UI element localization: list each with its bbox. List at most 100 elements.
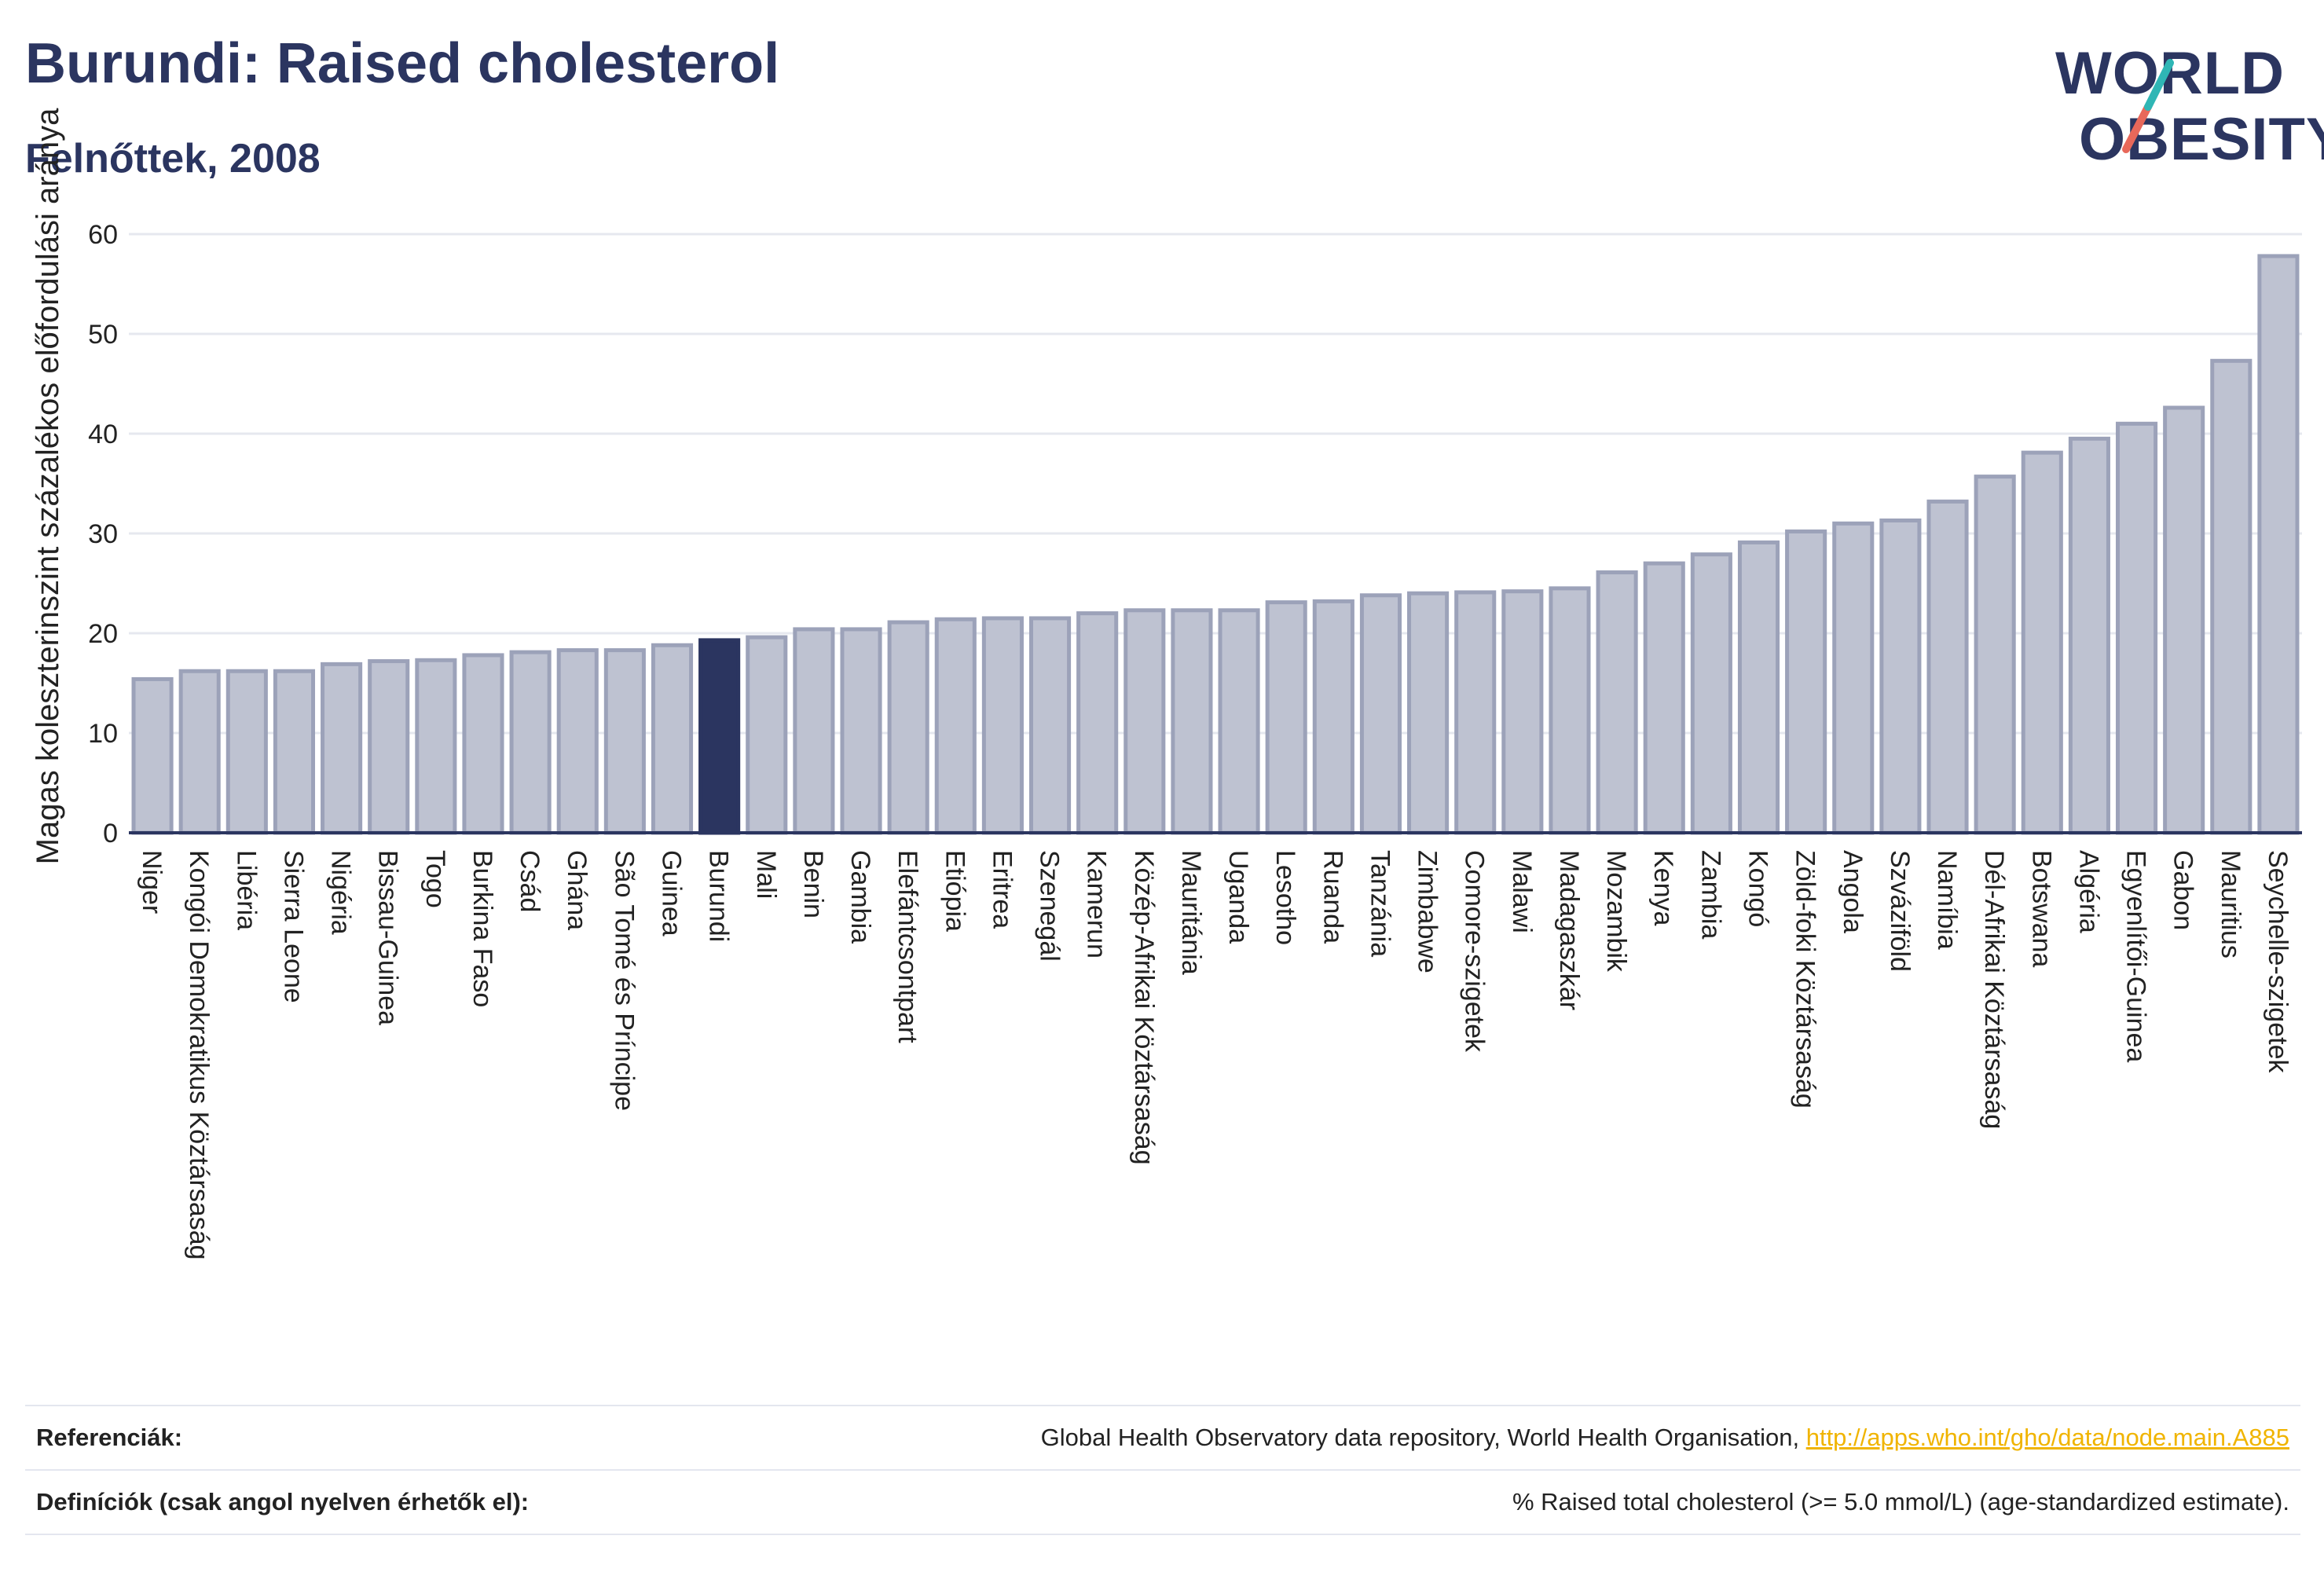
y-tick-label: 10	[88, 719, 118, 749]
x-tick-label: Mauritánia	[1176, 850, 1206, 975]
y-tick-label: 0	[103, 819, 118, 848]
definitions-label: Definíciók (csak angol nyelven érhetők e…	[36, 1488, 530, 1516]
x-tick-label: Angola	[1838, 850, 1868, 933]
x-tick-label: Mauritius	[2216, 850, 2245, 958]
x-tick-label: Csád	[515, 850, 544, 912]
x-tick-label: Ruanda	[1318, 850, 1347, 944]
y-axis-label: Magas koleszterinszint százalékos előfor…	[31, 108, 65, 864]
x-tick-label: Namíbia	[1932, 850, 1962, 950]
x-tick-label: Mali	[751, 850, 781, 899]
bar	[1218, 608, 1260, 835]
bar	[415, 658, 457, 835]
logo-line-2: OBESITY	[2079, 106, 2324, 173]
references-value: Global Health Observatory data repositor…	[1041, 1424, 2300, 1452]
definitions-value: % Raised total cholesterol (>= 5.0 mmol/…	[1512, 1488, 2289, 1516]
x-tick-label: Togo	[420, 850, 450, 908]
x-tick-label: Etiópia	[940, 850, 970, 932]
bar	[1596, 570, 1638, 835]
y-tick-label: 50	[88, 320, 118, 350]
bar	[1454, 590, 1497, 835]
bar	[934, 617, 977, 835]
x-tick-label: Nigéria	[326, 850, 356, 935]
x-tick-label: Ghána	[562, 850, 592, 930]
bar	[1832, 521, 1875, 835]
x-tick-label: Comore-szigetek	[1460, 850, 1490, 1053]
x-tick-label: Burkina Faso	[467, 850, 497, 1007]
chart-title: Burundi: Raised cholesterol	[25, 32, 780, 95]
world-obesity-logo: WORLD OBESITY	[2043, 31, 2324, 173]
x-tick-label: Madagaszkár	[1554, 850, 1584, 1010]
bar	[2257, 254, 2300, 835]
y-tick-label: 40	[88, 420, 118, 449]
y-tick-label: 20	[88, 619, 118, 649]
x-tick-label: Kamerun	[1082, 850, 1112, 958]
bar	[1737, 540, 1780, 835]
bar	[1926, 499, 1969, 835]
bar	[2163, 405, 2205, 835]
references-text: Global Health Observatory data repositor…	[1040, 1424, 1806, 1451]
logo-slash-icon	[2122, 59, 2174, 153]
x-tick-label: Dél-Afrikai Köztársaság	[1979, 850, 2009, 1129]
bar	[2210, 358, 2253, 835]
x-tick-label: Gabon	[2168, 850, 2198, 930]
x-tick-label: Eritrea	[987, 850, 1017, 929]
references-link[interactable]: http://apps.who.int/gho/data/node.main.A…	[1805, 1424, 2289, 1451]
bar	[462, 653, 504, 835]
x-tick-label: Seychelle-szigetek	[2263, 850, 2293, 1073]
y-tick-label: 30	[88, 519, 118, 549]
bar	[321, 662, 363, 835]
x-tick-label: Szváziföld	[1885, 850, 1915, 972]
bar	[746, 635, 788, 835]
bar	[1028, 616, 1072, 835]
bar	[368, 659, 410, 835]
bar	[178, 669, 221, 835]
bar-chart: 0 10 20 30 40 50 60 Magas koleszterinszint száz…	[31, 108, 2302, 1260]
bar	[225, 669, 268, 835]
x-tick-label: Tanzánia	[1365, 850, 1395, 957]
x-tick-label: Kongó	[1743, 850, 1773, 927]
x-tick-label: Zöld-foki Köztársaság	[1791, 850, 1820, 1109]
bar	[2021, 450, 2063, 835]
bar	[2115, 421, 2158, 835]
bar	[1974, 475, 2016, 835]
bar	[981, 616, 1024, 835]
bar	[1265, 600, 1307, 835]
references-row: Referenciák: Global Health Observatory d…	[25, 1405, 2300, 1469]
x-tick-label: Malawi	[1507, 850, 1537, 933]
x-tick-label: Algéria	[2073, 850, 2103, 933]
x-tick-label: Kongói Demokratikus Köztársaság	[184, 850, 214, 1260]
logo-line-1: WORLD	[2055, 40, 2286, 107]
bar	[1171, 608, 1213, 835]
bar	[1879, 518, 1922, 835]
bar	[2068, 436, 2110, 835]
x-tick-label: Burundi	[704, 850, 734, 942]
bar	[1549, 586, 1591, 835]
x-tick-label: Niger	[137, 850, 167, 914]
bar	[1407, 591, 1450, 835]
x-tick-label: Sierra Leone	[278, 850, 308, 1003]
x-tick-label: Szenegál	[1035, 850, 1065, 962]
bar	[1076, 611, 1119, 835]
x-tick-label: São Tomé és Príncipe	[609, 850, 639, 1111]
bar	[131, 676, 174, 835]
bar	[1501, 589, 1544, 835]
references-label: Referenciák:	[36, 1424, 183, 1451]
bar	[1785, 529, 1827, 835]
chart-subtitle: Felnőttek, 2008	[25, 136, 321, 181]
x-tick-label: Guinea	[657, 850, 687, 936]
bar	[556, 648, 599, 835]
x-tick-label: Mozambik	[1601, 850, 1631, 973]
x-tick-label: Egyenlítői-Guinea	[2121, 850, 2151, 1062]
y-tick-label: 60	[88, 220, 118, 250]
x-tick-label: Gambia	[845, 850, 875, 944]
bar	[1690, 552, 1732, 835]
x-tick-label: Libéria	[231, 850, 261, 930]
x-tick-label: Uganda	[1223, 850, 1253, 944]
definitions-row: Definíciók (csak angol nyelven érhetők e…	[25, 1469, 2300, 1535]
x-tick-label: Közép-Afrikai Köztársaság	[1129, 850, 1159, 1165]
x-tick-label: Lesotho	[1270, 850, 1300, 945]
bar	[1359, 593, 1402, 835]
x-tick-label: Botswana	[2026, 850, 2056, 967]
bar	[651, 643, 694, 835]
bar	[793, 627, 835, 835]
